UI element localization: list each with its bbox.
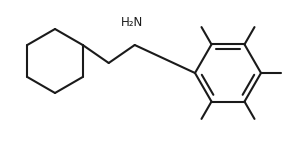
Text: H₂N: H₂N xyxy=(121,16,143,29)
